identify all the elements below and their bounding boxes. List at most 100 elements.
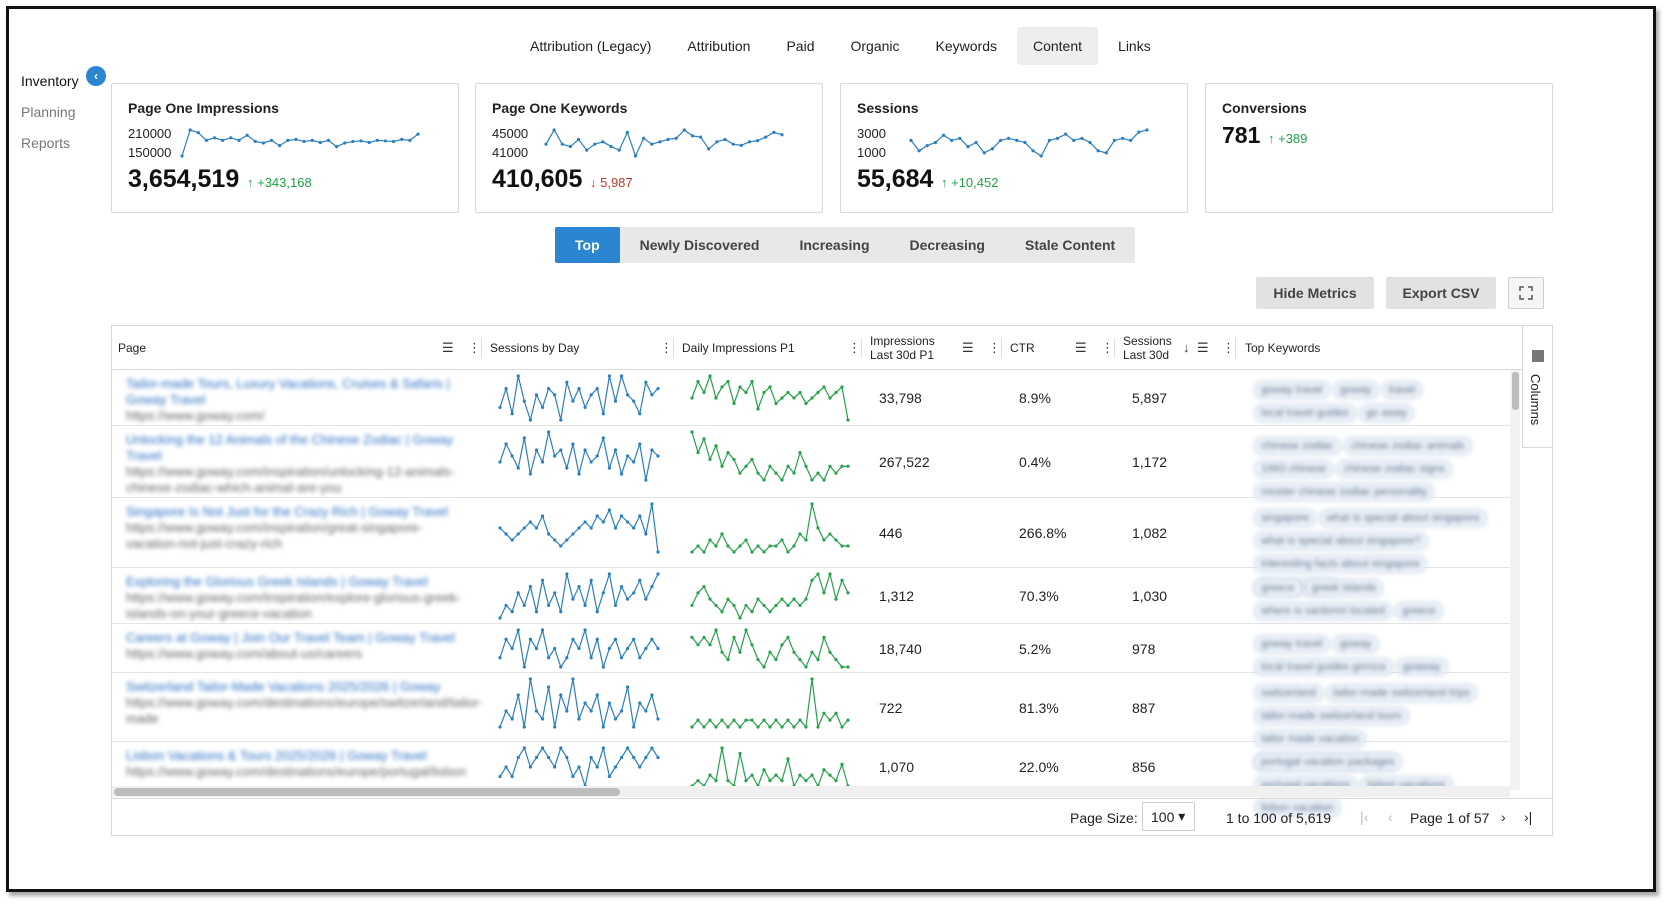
keyword-chip[interactable]: chinese zodiac (1254, 437, 1341, 455)
keyword-chip[interactable]: what is special about singapore (1319, 509, 1487, 527)
column-header-sessions-by-day[interactable]: Sessions by Day (490, 341, 580, 355)
filter-icon[interactable]: ☰ (962, 340, 974, 355)
tab-keywords[interactable]: Keywords (935, 38, 997, 54)
sidebar-item-reports[interactable]: Reports (21, 135, 71, 151)
previous-page-icon[interactable]: ‹ (1388, 809, 1393, 825)
page-title-link[interactable]: Lisbon Vacations & Tours 2025/2026 | Gow… (126, 748, 427, 763)
keyword-chip[interactable]: where is santorini located (1254, 602, 1393, 620)
segment-top[interactable]: Top (555, 227, 620, 263)
column-menu-icon[interactable]: ⋮ (848, 340, 861, 355)
page-cell[interactable]: Exploring the Glorious Greek Islands | G… (126, 574, 471, 622)
keyword-chip[interactable]: greece (1395, 602, 1443, 620)
page-size-select[interactable]: 100 ▾ (1142, 802, 1195, 831)
vertical-scrollbar-thumb[interactable] (1512, 372, 1519, 410)
page-title-link[interactable]: Tailor-made Tours, Luxury Vacations, Cru… (126, 376, 450, 407)
column-header-ctr[interactable]: CTR (1010, 341, 1035, 355)
keyword-chip[interactable]: lisbon vacation (1254, 799, 1341, 817)
table-row[interactable]: Lisbon Vacations & Tours 2025/2026 | Gow… (112, 742, 1510, 817)
sidebar-item-planning[interactable]: Planning (21, 104, 76, 120)
sparkline-point (335, 145, 339, 149)
sparkline-point (278, 144, 282, 148)
tab-attribution[interactable]: Attribution (687, 38, 751, 54)
page-title-link[interactable]: Switzerland Tailor-Made Vacations 2025/2… (126, 679, 441, 694)
column-header-daily-impressions[interactable]: Daily Impressions P1 (682, 341, 795, 355)
page-title-link[interactable]: Unlocking the 12 Animals of the Chinese … (126, 432, 454, 463)
segment-stale-content[interactable]: Stale Content (1024, 237, 1116, 253)
keyword-chip[interactable]: chinese zodiac animals (1343, 437, 1472, 455)
next-page-icon[interactable]: › (1501, 809, 1506, 825)
filter-icon[interactable]: ☰ (1075, 340, 1087, 355)
keyword-chip[interactable]: 1993 chinese (1254, 460, 1334, 478)
table-row[interactable]: Unlocking the 12 Animals of the Chinese … (112, 426, 1510, 501)
keyword-chip[interactable]: interesting facts about singapore (1254, 555, 1427, 573)
column-menu-icon[interactable]: ⋮ (1222, 340, 1235, 355)
keyword-chip[interactable]: go away (1359, 404, 1415, 422)
keyword-chip[interactable]: singapore (1254, 509, 1317, 527)
page-title-link[interactable]: Exploring the Glorious Greek Islands | G… (126, 574, 428, 589)
keyword-chip[interactable]: rooster chinese zodiac personality (1254, 483, 1435, 501)
tab-links[interactable]: Links (1118, 38, 1151, 54)
segment-increasing[interactable]: Increasing (799, 237, 870, 253)
sidebar-item-inventory[interactable]: Inventory (21, 73, 79, 89)
first-page-icon[interactable]: |‹ (1360, 809, 1369, 825)
filter-icon[interactable]: ☰ (1197, 340, 1209, 355)
sparkline-point (583, 520, 587, 524)
keyword-chip[interactable]: chinese zodiac signs (1336, 460, 1452, 478)
page-cell[interactable]: Singapore Is Not Just for the Crazy Rich… (126, 504, 471, 552)
keyword-chip[interactable]: local travel guides goroza (1254, 658, 1393, 676)
table-row[interactable]: Exploring the Glorious Greek Islands | G… (112, 568, 1510, 624)
page-cell[interactable]: Unlocking the 12 Animals of the Chinese … (126, 432, 471, 496)
column-menu-icon[interactable]: ⋮ (468, 340, 481, 355)
table-row[interactable]: Tailor-made Tours, Luxury Vacations, Cru… (112, 370, 1510, 426)
page-title-link[interactable]: Careers at Goway | Join Our Travel Team … (126, 630, 455, 645)
page-cell[interactable]: Switzerland Tailor-Made Vacations 2025/2… (126, 679, 483, 727)
sort-desc-icon[interactable]: ↓ (1183, 340, 1190, 355)
keyword-chip[interactable]: tailor-made switzerland trips (1326, 684, 1477, 702)
keyword-chip[interactable]: tailor made vacation (1254, 730, 1367, 748)
page-cell[interactable]: Tailor-made Tours, Luxury Vacations, Cru… (126, 376, 471, 424)
segment-newly-discovered[interactable]: Newly Discovered (639, 237, 760, 253)
keyword-chip[interactable]: tailor-made switzerland tours (1254, 707, 1409, 725)
chevron-left-icon[interactable]: ‹ (86, 66, 106, 86)
keyword-chip[interactable]: what is special about singapore? (1254, 532, 1428, 550)
hide-metrics-button[interactable]: Hide Metrics (1256, 277, 1374, 309)
sparkline-point (504, 442, 508, 446)
segment-decreasing[interactable]: Decreasing (909, 237, 985, 253)
column-menu-icon[interactable]: ⋮ (660, 340, 673, 355)
column-header-top-keywords[interactable]: Top Keywords (1245, 341, 1321, 355)
keyword-chip[interactable]: switzerland (1254, 684, 1324, 702)
column-header-page[interactable]: Page (118, 341, 147, 355)
page-cell[interactable]: Lisbon Vacations & Tours 2025/2026 | Gow… (126, 748, 471, 780)
tab-attribution-legacy[interactable]: Attribution (Legacy) (530, 38, 652, 54)
keyword-chip[interactable]: travel (1381, 381, 1423, 399)
tab-paid[interactable]: Paid (786, 38, 815, 54)
filter-icon[interactable]: ☰ (442, 340, 454, 355)
vertical-scrollbar[interactable] (1510, 370, 1520, 790)
keyword-chip[interactable]: greek islands (1304, 579, 1384, 597)
table-row[interactable]: Careers at Goway | Join Our Travel Team … (112, 624, 1510, 676)
horizontal-scrollbar-thumb[interactable] (114, 788, 620, 796)
keyword-chip[interactable]: portugal vacation packages (1254, 753, 1402, 771)
keyword-chip[interactable]: greece (1254, 579, 1302, 597)
column-menu-icon[interactable]: ⋮ (988, 340, 1001, 355)
keyword-chip[interactable]: goaway (1395, 658, 1448, 676)
page-title-link[interactable]: Singapore Is Not Just for the Crazy Rich… (126, 504, 449, 519)
horizontal-scrollbar[interactable] (112, 786, 1510, 797)
column-header-sessions[interactable]: Sessions Last 30d (1123, 334, 1172, 362)
page-cell[interactable]: Careers at Goway | Join Our Travel Team … (126, 630, 471, 662)
keyword-chip[interactable]: goway travel (1254, 635, 1330, 653)
expand-icon[interactable] (1508, 277, 1544, 309)
columns-panel-tab[interactable]: Columns (1522, 326, 1552, 448)
keyword-chip[interactable]: local travel guides (1254, 404, 1357, 422)
export-csv-button[interactable]: Export CSV (1386, 277, 1496, 309)
table-row[interactable]: Switzerland Tailor-Made Vacations 2025/2… (112, 673, 1510, 771)
column-menu-icon[interactable]: ⋮ (1101, 340, 1114, 355)
keyword-chip[interactable]: goway (1332, 381, 1379, 399)
table-row[interactable]: Singapore Is Not Just for the Crazy Rich… (112, 498, 1510, 596)
tab-organic[interactable]: Organic (850, 38, 900, 54)
keyword-chip[interactable]: goway (1332, 635, 1379, 653)
tab-content[interactable]: Content (1016, 27, 1099, 65)
column-header-impressions[interactable]: Impressions Last 30d P1 (870, 334, 935, 362)
last-page-icon[interactable]: ›| (1524, 809, 1533, 825)
keyword-chip[interactable]: goway travel (1254, 381, 1330, 399)
